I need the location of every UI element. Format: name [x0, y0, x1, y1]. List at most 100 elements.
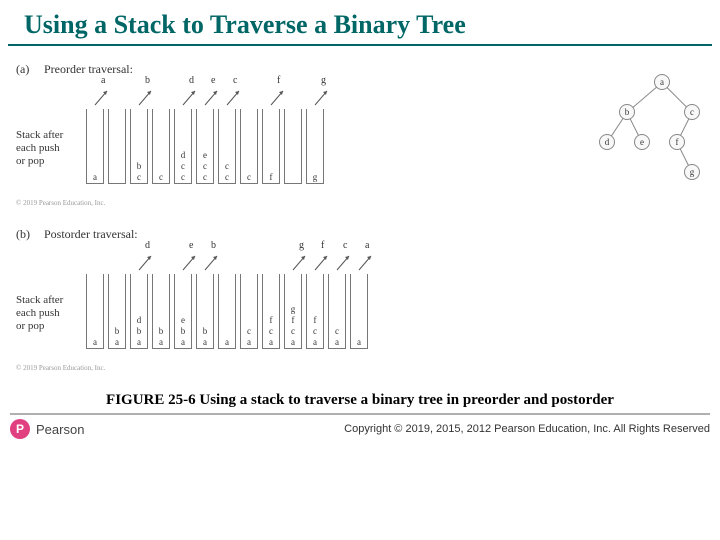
stack-cell: a: [291, 337, 295, 348]
footer-copyright: Copyright © 2019, 2015, 2012 Pearson Edu…: [344, 423, 710, 435]
stack-column: ba: [152, 274, 170, 349]
output-label: g: [299, 240, 304, 251]
stack-column: dccd: [174, 109, 192, 184]
tree-node-d: d: [599, 134, 615, 150]
stack-cell: c: [159, 172, 163, 183]
stack-cell: a: [335, 337, 339, 348]
pop-arrow-icon: [223, 87, 243, 107]
stack-cell: b: [137, 326, 142, 337]
stack-cell: f: [292, 315, 295, 326]
stack-after-label-b: Stack aftereach pushor pop: [16, 294, 63, 334]
stack-cell: a: [313, 337, 317, 348]
stack-cell: c: [247, 326, 251, 337]
output-label: c: [233, 75, 237, 86]
tree-node-e: e: [634, 134, 650, 150]
stack-column: ba: [108, 274, 126, 349]
stack-cell: d: [181, 150, 186, 161]
stack-cell: c: [335, 326, 339, 337]
stack-column: aa: [350, 274, 368, 349]
output-label: b: [211, 240, 216, 251]
output-label: g: [321, 75, 326, 86]
pop-arrow-icon: [289, 252, 309, 272]
output-label: f: [321, 240, 324, 251]
stack-column: [284, 109, 302, 184]
stack-cell: a: [115, 337, 119, 348]
stack-cell: a: [181, 337, 185, 348]
pop-arrow-icon: [201, 87, 221, 107]
stack-cell: e: [203, 150, 207, 161]
panel-a-label: (a): [16, 62, 29, 77]
stack-cell: g: [291, 304, 296, 315]
stack-cell: c: [203, 161, 207, 172]
tree-node-g: g: [684, 164, 700, 180]
postorder-traversal-label: Postorder traversal:: [44, 227, 138, 242]
stack-cell: b: [203, 326, 208, 337]
stack-cell: a: [269, 337, 273, 348]
preorder-traversal-label: Preorder traversal:: [44, 62, 133, 77]
stack-column: a: [86, 274, 104, 349]
stack-cell: d: [137, 315, 142, 326]
stack-column: ebae: [174, 274, 192, 349]
stack-column: [108, 109, 126, 184]
pop-arrow-icon: [267, 87, 287, 107]
stack-cell: c: [247, 172, 251, 183]
tree-node-c: c: [684, 104, 700, 120]
stack-after-label-a: Stack aftereach pushor pop: [16, 129, 63, 169]
output-label: a: [101, 75, 105, 86]
stack-column: ca: [240, 274, 258, 349]
output-label: a: [365, 240, 369, 251]
output-label: b: [145, 75, 150, 86]
stack-cell: b: [181, 326, 186, 337]
stack-column: bab: [196, 274, 214, 349]
stack-cell: f: [314, 315, 317, 326]
stack-column: bcb: [130, 109, 148, 184]
stack-cell: g: [313, 172, 318, 183]
stack-column: gfcag: [284, 274, 302, 349]
stack-cell: a: [93, 337, 97, 348]
pop-arrow-icon: [179, 87, 199, 107]
stack-column: aa: [86, 109, 104, 184]
stack-cell: c: [203, 172, 207, 183]
stack-cell: c: [291, 326, 295, 337]
panel-b-copyright: © 2019 Pearson Education, Inc.: [16, 364, 105, 372]
stack-cell: a: [93, 172, 97, 183]
stack-column: ecce: [196, 109, 214, 184]
stack-cell: c: [269, 326, 273, 337]
stack-column: fca: [262, 274, 280, 349]
panel-a: (a) Preorder traversal: Stack aftereach …: [16, 54, 704, 219]
stack-cell: c: [181, 161, 185, 172]
binary-tree: a b c d e fg: [584, 74, 704, 184]
panel-a-copyright: © 2019 Pearson Education, Inc.: [16, 199, 105, 207]
stack-cell: a: [225, 337, 229, 348]
stack-cell: a: [137, 337, 141, 348]
tree-node-f: f: [669, 134, 685, 150]
pearson-logo: P Pearson: [10, 419, 84, 439]
output-label: e: [211, 75, 215, 86]
stack-cell: c: [225, 161, 229, 172]
output-label: d: [189, 75, 194, 86]
pop-arrow-icon: [355, 252, 375, 272]
stack-column: c: [240, 109, 258, 184]
stack-cell: a: [203, 337, 207, 348]
stack-cell: c: [225, 172, 229, 183]
output-label: d: [145, 240, 150, 251]
pop-arrow-icon: [135, 87, 155, 107]
stack-cell: f: [270, 315, 273, 326]
pop-arrow-icon: [201, 252, 221, 272]
pop-arrow-icon: [333, 252, 353, 272]
pop-arrow-icon: [135, 252, 155, 272]
pop-arrow-icon: [311, 87, 331, 107]
stack-cell: a: [159, 337, 163, 348]
stack-cell: a: [357, 337, 361, 348]
tree-node-b: b: [619, 104, 635, 120]
stack-column: fcaf: [306, 274, 324, 349]
tree-node-a: a: [654, 74, 670, 90]
stack-cell: b: [115, 326, 120, 337]
pearson-logo-icon: P: [10, 419, 30, 439]
stack-column: c: [152, 109, 170, 184]
stack-column: ff: [262, 109, 280, 184]
stack-column: cac: [328, 274, 346, 349]
page-title: Using a Stack to Traverse a Binary Tree: [8, 0, 712, 46]
output-label: f: [277, 75, 280, 86]
stack-cell: e: [181, 315, 185, 326]
